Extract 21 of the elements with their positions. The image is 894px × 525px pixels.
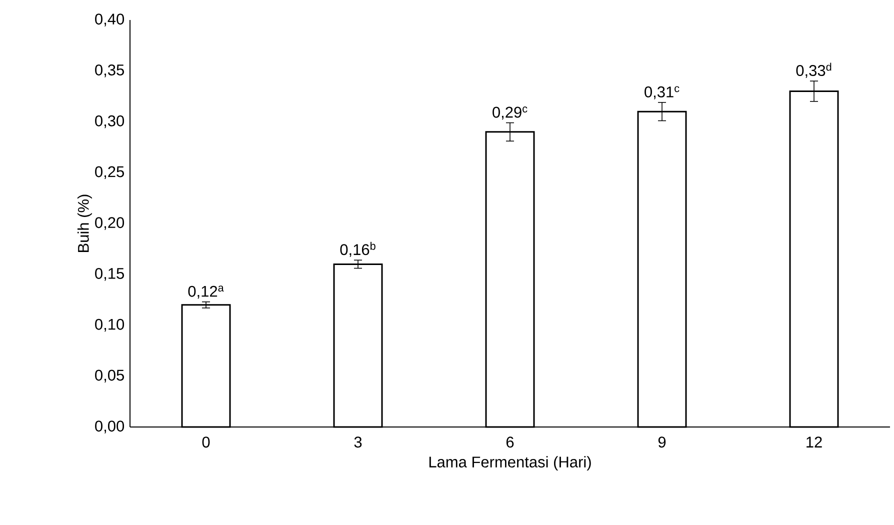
- x-tick-label: 9: [658, 436, 666, 448]
- x-tick-label: 3: [354, 436, 362, 448]
- y-tick-label: 0,25: [95, 166, 124, 180]
- data-label: 0,31$^{c}$: [644, 86, 680, 100]
- y-tick-label: 0,00: [95, 420, 124, 434]
- y-tick-label: 0,40: [95, 14, 124, 26]
- y-tick-label: 0,20: [95, 217, 124, 230]
- x-axis-title: Lama Fermentasi (Hari): [429, 456, 591, 471]
- x-tick-label: 12: [806, 436, 822, 448]
- x-tick-label: 6: [506, 436, 514, 448]
- x-tick-label: 0: [202, 436, 210, 448]
- y-tick-label: 0,10: [95, 318, 124, 332]
- y-tick-label: 0,05: [95, 370, 124, 383]
- y-tick-label: 0,35: [95, 64, 124, 78]
- y-tick-label: 0,30: [95, 115, 124, 128]
- data-label: 0,12$^{a}$: [188, 286, 224, 299]
- data-label: 0,29$^{c}$: [492, 106, 528, 120]
- data-label: 0,16$^{b}$: [340, 242, 376, 257]
- y-axis-title: Buih (%): [77, 194, 92, 252]
- y-tick-label: 0,15: [95, 268, 124, 281]
- data-label: 0,33$^{d}$: [796, 62, 832, 78]
